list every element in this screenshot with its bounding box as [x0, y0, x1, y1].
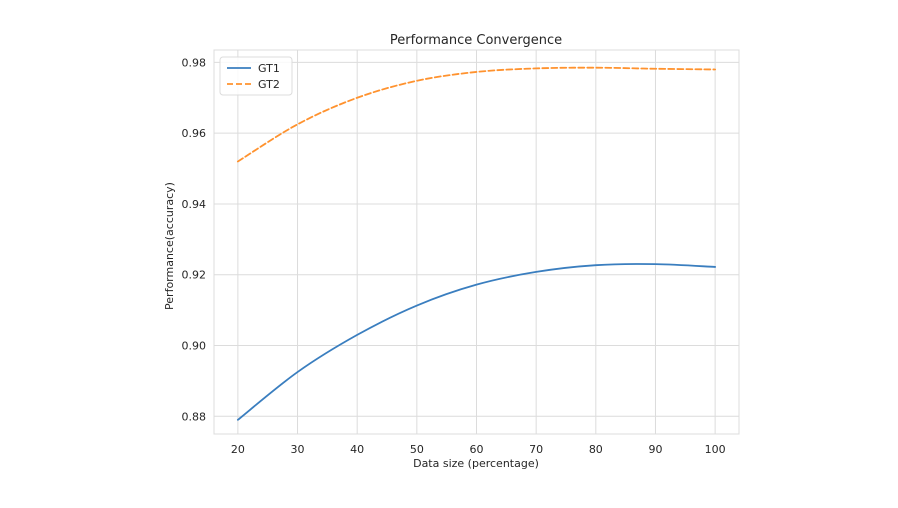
plot-border [213, 49, 740, 435]
axes-frame [213, 49, 740, 435]
series-line-gt2 [236, 66, 717, 163]
x-tick-label: 30 [291, 443, 305, 456]
y-tick-label: 0.94 [182, 198, 207, 211]
x-tick-label: 40 [350, 443, 364, 456]
series-line-gt1 [236, 263, 717, 421]
y-tick-label: 0.98 [182, 56, 207, 69]
series-layer [236, 66, 717, 421]
y-tick-label: 0.88 [182, 410, 207, 423]
x-tick-label: 80 [589, 443, 603, 456]
legend-box [219, 56, 293, 96]
legend-label-gt1: GT1 [258, 62, 280, 75]
grid-lines [214, 50, 739, 434]
y-axis-label: Performance(accuracy) [163, 182, 176, 310]
y-tick-label: 0.92 [182, 269, 207, 282]
legend-label-gt2: GT2 [258, 78, 280, 91]
x-tick-label: 50 [410, 443, 424, 456]
x-axis-label: Data size (percentage) [413, 457, 539, 470]
x-tick-label: 60 [470, 443, 484, 456]
x-tick-label: 70 [529, 443, 543, 456]
x-tick-label: 100 [705, 443, 726, 456]
x-tick-label: 90 [648, 443, 662, 456]
x-tick-label: 20 [231, 443, 245, 456]
y-tick-label: 0.90 [182, 340, 207, 353]
y-tick-label: 0.96 [182, 127, 207, 140]
tick-labels: 20 30 40 50 60 70 80 90 100 0.88 0.90 0.92 0.94 0.96 0… [182, 56, 726, 456]
chart-title: Performance Convergence [390, 33, 562, 48]
